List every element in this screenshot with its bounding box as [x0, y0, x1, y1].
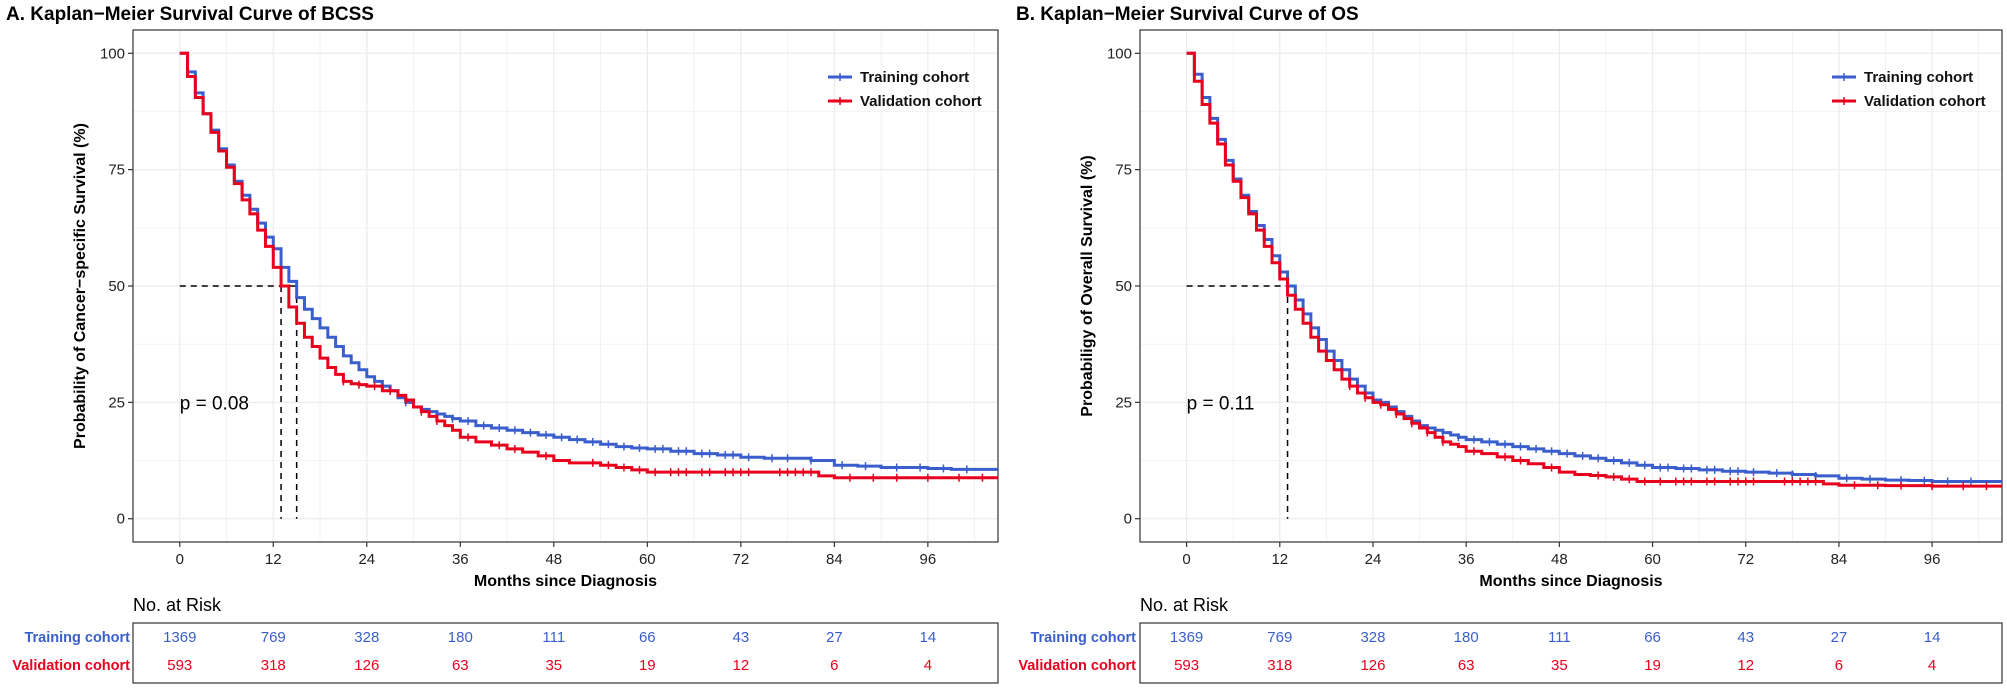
validation-survival-curve	[1186, 51, 2002, 488]
risk-count: 318	[261, 657, 286, 674]
risk-table-box	[132, 622, 999, 684]
y-axis-title: Probabiligy of Overall Survival (%)	[1079, 155, 1096, 416]
risk-count: 43	[1737, 629, 1754, 646]
y-tick-label: 100	[1107, 45, 1132, 62]
x-tick-label: 36	[1458, 551, 1475, 568]
risk-count: 126	[354, 657, 379, 674]
risk-count: 126	[1360, 657, 1385, 674]
risk-count: 19	[1644, 657, 1661, 674]
x-axis-title: Months since Diagnosis	[1479, 573, 1662, 590]
x-tick-label: 48	[1551, 551, 1568, 568]
x-tick-label: 12	[1271, 551, 1288, 568]
risk-count: 27	[1831, 629, 1848, 646]
risk-count: 35	[545, 657, 562, 674]
legend-label-training: Training cohort	[860, 69, 969, 86]
risk-count: 593	[1174, 657, 1199, 674]
risk-count: 1369	[163, 629, 196, 646]
y-tick-label: 25	[108, 394, 125, 411]
chart-panel-b: B. Kaplan−Meier Survival Curve of OS 0 12 2…	[1016, 4, 2003, 684]
risk-count: 593	[167, 657, 192, 674]
risk-count: 14	[1924, 629, 1941, 646]
p-value: p = 0.11	[1187, 393, 1255, 414]
risk-count: 19	[639, 657, 656, 674]
risk-count: 111	[542, 629, 565, 646]
risk-count: 111	[1548, 629, 1571, 646]
risk-count: 27	[826, 629, 843, 646]
x-tick-label: 96	[920, 551, 937, 568]
risk-count: 1369	[1170, 629, 1203, 646]
x-tick-label: 36	[452, 551, 469, 568]
y-axis-title: Probability of Cancer−specific Survival …	[72, 123, 89, 449]
y-tick-label: 75	[108, 162, 125, 179]
risk-count: 14	[920, 629, 937, 646]
y-tick-label: 50	[1115, 278, 1132, 295]
legend-label-training: Training cohort	[1864, 69, 1973, 86]
x-tick-label: 0	[1182, 551, 1190, 568]
y-tick-label: 0	[1124, 511, 1132, 528]
risk-count: 6	[830, 657, 838, 674]
risk-count: 4	[924, 657, 932, 674]
chart-title: A. Kaplan−Meier Survival Curve of BCSS	[6, 4, 374, 25]
legend-label-validation: Validation cohort	[1864, 93, 1986, 110]
risk-count: 66	[639, 629, 656, 646]
risk-count: 66	[1644, 629, 1661, 646]
risk-count: 769	[1267, 629, 1292, 646]
risk-count: 6	[1835, 657, 1843, 674]
risk-table-header: No. at Risk	[133, 595, 222, 615]
legend-label-validation: Validation cohort	[860, 93, 982, 110]
risk-count: 328	[1360, 629, 1385, 646]
x-axis-title: Months since Diagnosis	[474, 573, 657, 590]
y-tick-label: 25	[1115, 394, 1132, 411]
risk-row-label-training: Training cohort	[24, 630, 130, 646]
risk-count: 43	[732, 629, 749, 646]
x-tick-label: 84	[1831, 551, 1848, 568]
x-tick-label: 0	[176, 551, 184, 568]
y-tick-label: 0	[117, 511, 125, 528]
p-value: p = 0.08	[180, 393, 249, 414]
y-tick-label: 100	[100, 45, 125, 62]
risk-row-label-validation: Validation cohort	[12, 658, 130, 674]
risk-table-box	[1139, 622, 2003, 684]
x-tick-label: 60	[1644, 551, 1661, 568]
risk-table-header: No. at Risk	[1140, 595, 1229, 615]
x-tick-label: 72	[1737, 551, 1754, 568]
risk-row-label-training: Training cohort	[1030, 630, 1136, 646]
risk-count: 12	[732, 657, 749, 674]
risk-count: 180	[448, 629, 473, 646]
risk-count: 63	[452, 657, 469, 674]
chart-panel-a: A. Kaplan−Meier Survival Curve of BCSS 0 1…	[6, 4, 999, 684]
x-tick-label: 12	[265, 551, 282, 568]
risk-count: 769	[261, 629, 286, 646]
risk-count: 35	[1551, 657, 1568, 674]
validation-survival-curve	[179, 51, 998, 480]
x-tick-label: 96	[1924, 551, 1941, 568]
x-tick-label: 24	[1365, 551, 1382, 568]
x-tick-label: 60	[639, 551, 656, 568]
chart-title: B. Kaplan−Meier Survival Curve of OS	[1016, 4, 1359, 25]
x-tick-label: 72	[732, 551, 749, 568]
y-tick-label: 75	[1115, 162, 1132, 179]
x-tick-label: 24	[358, 551, 375, 568]
risk-count: 180	[1454, 629, 1479, 646]
risk-row-label-validation: Validation cohort	[1018, 658, 1136, 674]
risk-count: 328	[354, 629, 379, 646]
x-tick-label: 48	[545, 551, 562, 568]
risk-count: 318	[1267, 657, 1292, 674]
y-tick-label: 50	[108, 278, 125, 295]
risk-count: 4	[1928, 657, 1936, 674]
risk-count: 12	[1737, 657, 1754, 674]
risk-count: 63	[1458, 657, 1475, 674]
x-tick-label: 84	[826, 551, 843, 568]
